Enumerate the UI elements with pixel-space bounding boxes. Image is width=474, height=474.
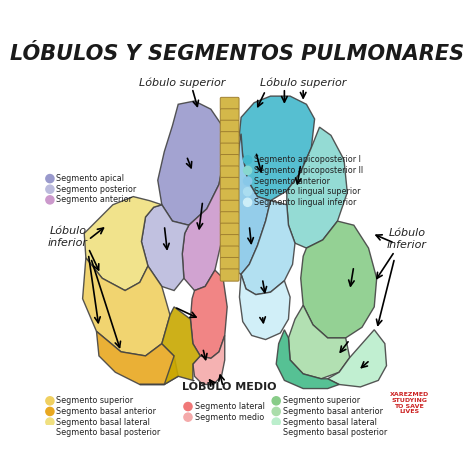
- Text: Segmento anterior: Segmento anterior: [56, 195, 132, 204]
- Text: Segmento basal anterior: Segmento basal anterior: [56, 407, 156, 416]
- Text: XAREZMED
STUDYING
TO SAVE
LIVES: XAREZMED STUDYING TO SAVE LIVES: [390, 392, 429, 414]
- Polygon shape: [229, 134, 271, 274]
- Polygon shape: [193, 336, 225, 384]
- Polygon shape: [140, 307, 200, 384]
- FancyBboxPatch shape: [220, 235, 239, 247]
- Text: Segmento superior: Segmento superior: [283, 396, 360, 405]
- Text: Lóbulo superior: Lóbulo superior: [260, 78, 346, 88]
- Text: Segmento superior: Segmento superior: [56, 396, 134, 405]
- Polygon shape: [241, 201, 295, 295]
- Circle shape: [46, 196, 54, 204]
- Text: Lóbulo superior: Lóbulo superior: [139, 78, 226, 88]
- Text: Segmento lingual superior: Segmento lingual superior: [254, 187, 361, 196]
- Text: LÓBULO MEDIO: LÓBULO MEDIO: [182, 382, 277, 392]
- FancyBboxPatch shape: [220, 212, 239, 224]
- Polygon shape: [97, 331, 178, 384]
- Circle shape: [272, 407, 280, 416]
- Text: Segmento apicoposterior II: Segmento apicoposterior II: [254, 166, 363, 175]
- Polygon shape: [328, 330, 386, 387]
- FancyBboxPatch shape: [220, 257, 239, 270]
- Circle shape: [244, 166, 252, 174]
- Text: Lóbulo
inferior: Lóbulo inferior: [387, 228, 427, 250]
- Text: Lóbulo
inferior: Lóbulo inferior: [48, 226, 88, 247]
- Circle shape: [46, 418, 54, 426]
- Circle shape: [46, 407, 54, 416]
- FancyBboxPatch shape: [220, 189, 239, 201]
- Circle shape: [244, 156, 252, 164]
- Polygon shape: [141, 205, 189, 291]
- Text: Segmento basal lateral: Segmento basal lateral: [283, 418, 377, 427]
- Circle shape: [244, 177, 252, 185]
- FancyBboxPatch shape: [220, 177, 239, 190]
- FancyBboxPatch shape: [220, 120, 239, 132]
- Text: Segmento apicoposterior I: Segmento apicoposterior I: [254, 155, 361, 164]
- FancyBboxPatch shape: [220, 223, 239, 236]
- Circle shape: [46, 185, 54, 193]
- Circle shape: [244, 198, 252, 206]
- Polygon shape: [158, 101, 225, 225]
- Text: Segmento basal posterior: Segmento basal posterior: [56, 428, 161, 437]
- Text: Segmento basal lateral: Segmento basal lateral: [56, 418, 150, 427]
- FancyBboxPatch shape: [220, 132, 239, 144]
- FancyBboxPatch shape: [220, 109, 239, 121]
- Polygon shape: [239, 96, 315, 201]
- Polygon shape: [289, 305, 350, 379]
- Circle shape: [46, 428, 54, 437]
- FancyBboxPatch shape: [220, 143, 239, 155]
- FancyBboxPatch shape: [220, 201, 239, 212]
- Polygon shape: [82, 258, 170, 356]
- Polygon shape: [287, 127, 347, 248]
- Circle shape: [184, 413, 192, 421]
- Circle shape: [46, 397, 54, 405]
- FancyBboxPatch shape: [220, 97, 239, 109]
- FancyBboxPatch shape: [220, 166, 239, 178]
- FancyBboxPatch shape: [220, 269, 239, 281]
- FancyBboxPatch shape: [220, 246, 239, 258]
- Text: Segmento basal anterior: Segmento basal anterior: [283, 407, 383, 416]
- Circle shape: [46, 174, 54, 182]
- Circle shape: [272, 428, 280, 437]
- Polygon shape: [239, 274, 290, 339]
- Text: Segmento lateral: Segmento lateral: [194, 402, 264, 411]
- Circle shape: [272, 397, 280, 405]
- Text: Segmento apical: Segmento apical: [56, 174, 125, 183]
- Text: Segmento medio: Segmento medio: [194, 413, 264, 422]
- FancyBboxPatch shape: [220, 155, 239, 167]
- Polygon shape: [301, 221, 377, 338]
- Text: Segmento anterior: Segmento anterior: [254, 177, 330, 185]
- Circle shape: [272, 418, 280, 426]
- Text: Segmento basal posterior: Segmento basal posterior: [283, 428, 387, 437]
- Text: LÓBULOS Y SEGMENTOS PULMONARES: LÓBULOS Y SEGMENTOS PULMONARES: [10, 44, 464, 64]
- Circle shape: [184, 402, 192, 410]
- Polygon shape: [191, 270, 227, 358]
- Polygon shape: [182, 156, 225, 291]
- Circle shape: [244, 188, 252, 196]
- Polygon shape: [276, 330, 339, 389]
- Text: Segmento lingual inferior: Segmento lingual inferior: [254, 198, 356, 207]
- Text: Segmento posterior: Segmento posterior: [56, 185, 137, 194]
- Polygon shape: [84, 197, 162, 291]
